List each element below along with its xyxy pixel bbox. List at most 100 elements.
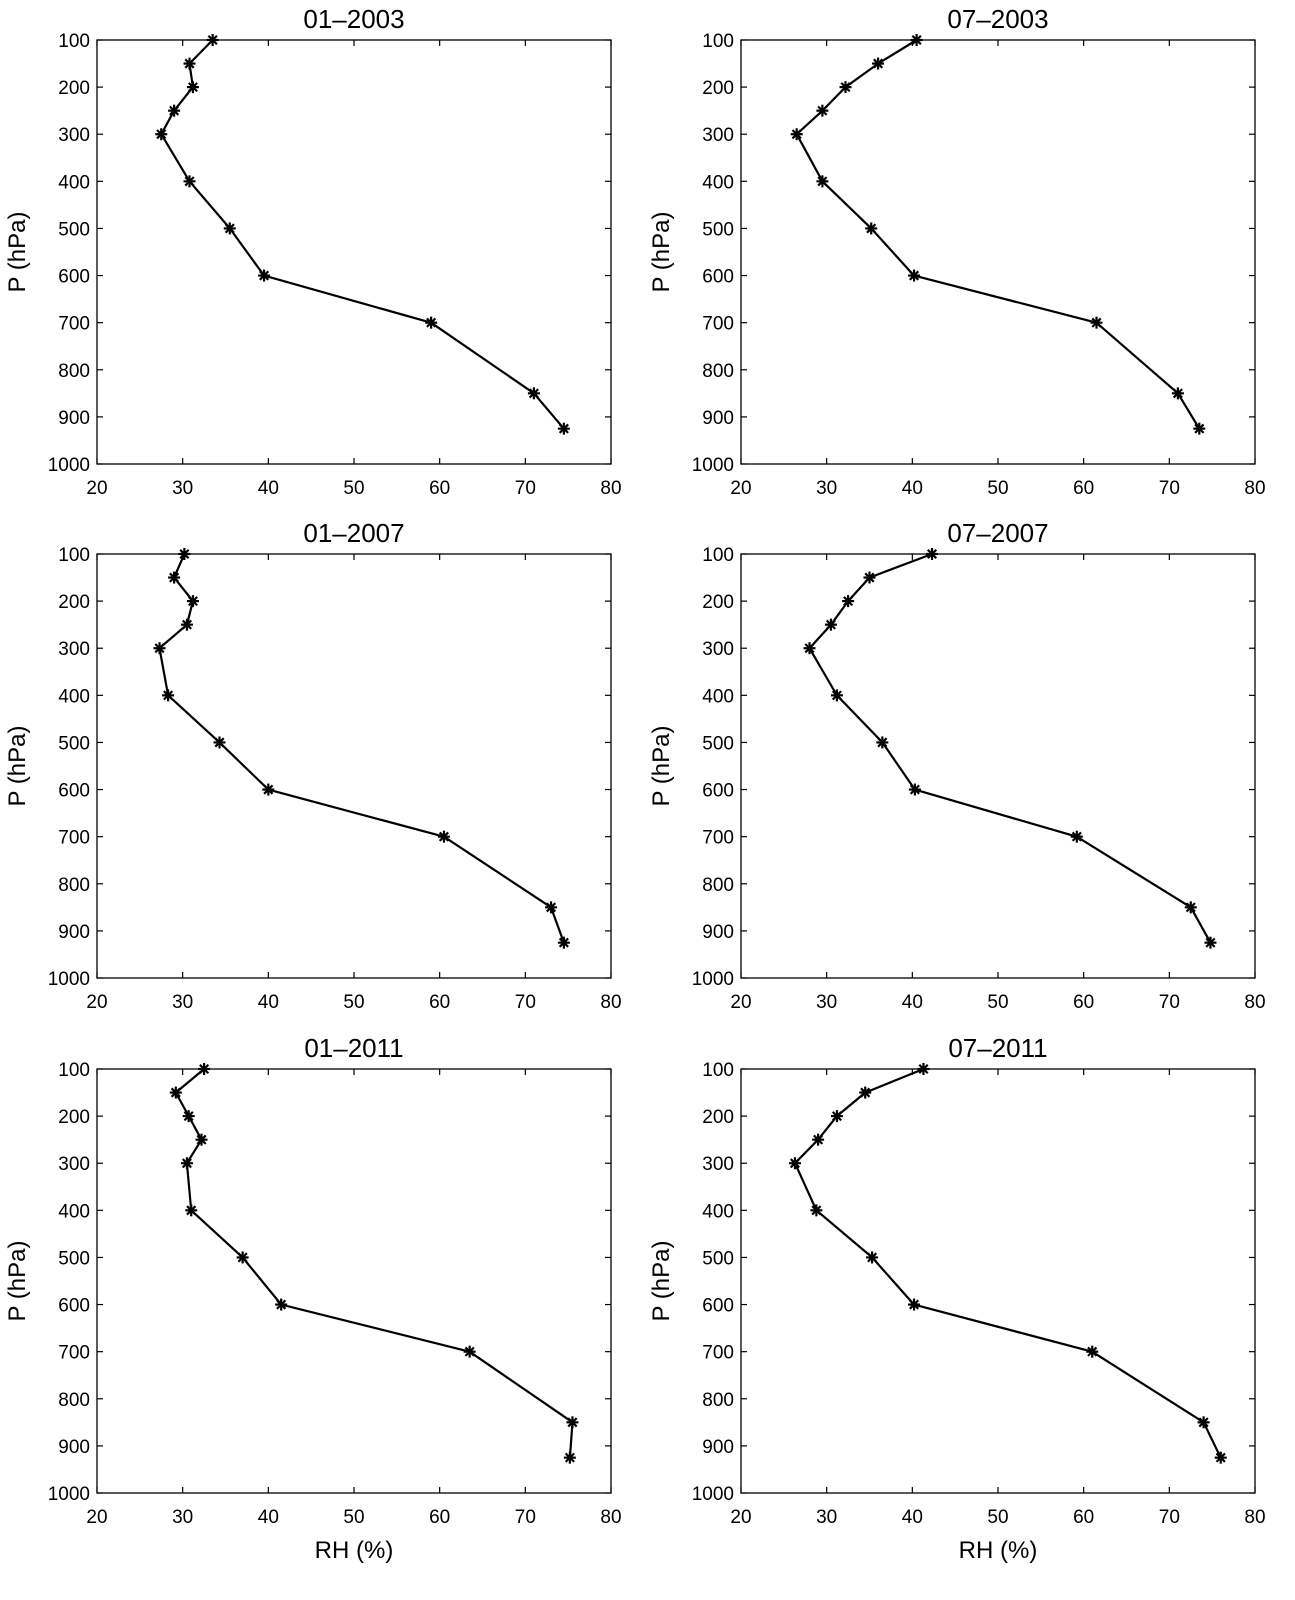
- x-tick-label: 80: [600, 1507, 621, 1528]
- marker-stroke: [184, 176, 195, 187]
- x-tick-label: 50: [343, 478, 364, 499]
- x-tick-label: 60: [429, 478, 450, 499]
- marker-stroke: [831, 1111, 842, 1122]
- data-point-marker: [803, 642, 816, 655]
- data-point-marker: [180, 1157, 193, 1170]
- series-line: [808, 552, 1212, 944]
- marker-stroke: [789, 1158, 800, 1169]
- data-point-marker: [1193, 422, 1206, 435]
- x-tick-label: 80: [1244, 992, 1265, 1013]
- marker-stroke: [259, 270, 270, 281]
- data-point-marker: [262, 783, 275, 796]
- marker-stroke: [528, 388, 539, 399]
- marker-stroke: [207, 34, 218, 46]
- x-axis-label: RH (%): [959, 1537, 1038, 1564]
- data-point-marker: [816, 175, 829, 188]
- marker-stroke: [1071, 831, 1082, 842]
- x-tick-label: 70: [1159, 992, 1180, 1013]
- y-tick-label: 600: [702, 1296, 734, 1317]
- data-point-marker: [527, 387, 540, 400]
- y-axis-label: P (hPa): [4, 1241, 31, 1322]
- x-tick-label: 60: [1073, 992, 1094, 1013]
- data-point-marker: [917, 1063, 930, 1075]
- y-tick-label: 800: [58, 361, 90, 382]
- y-axis-label: P (hPa): [4, 212, 31, 293]
- y-tick-label: 400: [702, 172, 734, 193]
- y-tick-label: 900: [58, 922, 90, 943]
- data-point-marker: [213, 736, 226, 749]
- x-tick-label: 60: [429, 992, 450, 1013]
- marker-stroke: [909, 1299, 920, 1310]
- chart-title: 01–2003: [303, 4, 404, 34]
- y-tick-label: 100: [702, 31, 734, 52]
- marker-stroke: [181, 1158, 192, 1169]
- y-tick-label: 700: [702, 314, 734, 335]
- x-tick-label: 20: [86, 992, 107, 1013]
- marker-stroke: [464, 1346, 475, 1357]
- y-tick-label: 400: [58, 172, 90, 193]
- x-tick-label: 70: [515, 992, 536, 1013]
- y-tick-label: 500: [702, 733, 734, 754]
- data-point-marker: [437, 830, 450, 843]
- y-tick-label: 400: [702, 686, 734, 707]
- data-point-marker: [908, 783, 921, 796]
- data-point-marker: [1086, 1345, 1099, 1358]
- y-tick-label: 900: [702, 1437, 734, 1458]
- y-tick-label: 1000: [692, 455, 734, 476]
- marker-stroke: [154, 643, 165, 654]
- x-tick-label: 30: [172, 992, 193, 1013]
- chart-title: 07–2007: [947, 518, 1048, 548]
- chart-title: 07–2003: [947, 4, 1048, 34]
- data-point-marker: [183, 175, 196, 188]
- chart-panel: 01–2011 20 30 40 50 60 70 80 100 200 300 400 500 600 7…: [4, 1033, 622, 1564]
- plot-frame: [96, 1068, 612, 1494]
- y-tick-label: 400: [702, 1201, 734, 1222]
- x-tick-label: 20: [86, 478, 107, 499]
- marker-stroke: [791, 129, 802, 140]
- x-tick-label: 40: [258, 478, 279, 499]
- marker-stroke: [918, 1063, 929, 1075]
- data-point-marker: [168, 571, 181, 584]
- y-tick-label: 100: [702, 1060, 734, 1081]
- marker-stroke: [866, 223, 877, 234]
- y-tick-label: 700: [58, 828, 90, 849]
- marker-stroke: [867, 1252, 878, 1263]
- marker-stroke: [843, 596, 854, 607]
- marker-stroke: [840, 82, 851, 93]
- series-line: [795, 39, 1201, 430]
- data-point-marker: [872, 57, 885, 70]
- y-tick-label: 800: [58, 1390, 90, 1411]
- y-axis-label: P (hPa): [648, 212, 675, 293]
- marker-stroke: [817, 105, 828, 116]
- x-tick-label: 20: [730, 478, 751, 499]
- data-point-marker: [910, 34, 923, 46]
- y-tick-label: 700: [702, 1343, 734, 1364]
- marker-stroke: [186, 1205, 197, 1216]
- data-point-marker: [926, 548, 939, 560]
- x-tick-label: 50: [987, 992, 1008, 1013]
- plot-frame: [740, 553, 1256, 979]
- marker-stroke: [873, 58, 884, 69]
- y-tick-label: 200: [58, 592, 90, 613]
- data-point-marker: [425, 316, 438, 329]
- x-axis-label: RH (%): [315, 1537, 394, 1564]
- y-tick-label: 1000: [692, 969, 734, 990]
- data-point-marker: [185, 1204, 198, 1217]
- y-tick-label: 700: [58, 314, 90, 335]
- data-point-marker: [545, 901, 558, 914]
- x-tick-label: 20: [730, 992, 751, 1013]
- y-tick-label: 1000: [692, 1484, 734, 1505]
- x-tick-label: 40: [902, 992, 923, 1013]
- chart-panel: 07–2007 20 30 40 50 60 70 80 100 200 300 400 500 600 7…: [648, 518, 1266, 1013]
- y-axis-label: P (hPa): [648, 1241, 675, 1322]
- y-tick-label: 600: [58, 1296, 90, 1317]
- marker-stroke: [156, 129, 167, 140]
- y-tick-label: 500: [702, 1248, 734, 1269]
- x-tick-label: 30: [172, 478, 193, 499]
- data-point-marker: [206, 34, 219, 46]
- y-tick-label: 200: [58, 78, 90, 99]
- data-point-marker: [563, 1451, 576, 1464]
- data-point-marker: [866, 1251, 879, 1264]
- marker-stroke: [1091, 317, 1102, 328]
